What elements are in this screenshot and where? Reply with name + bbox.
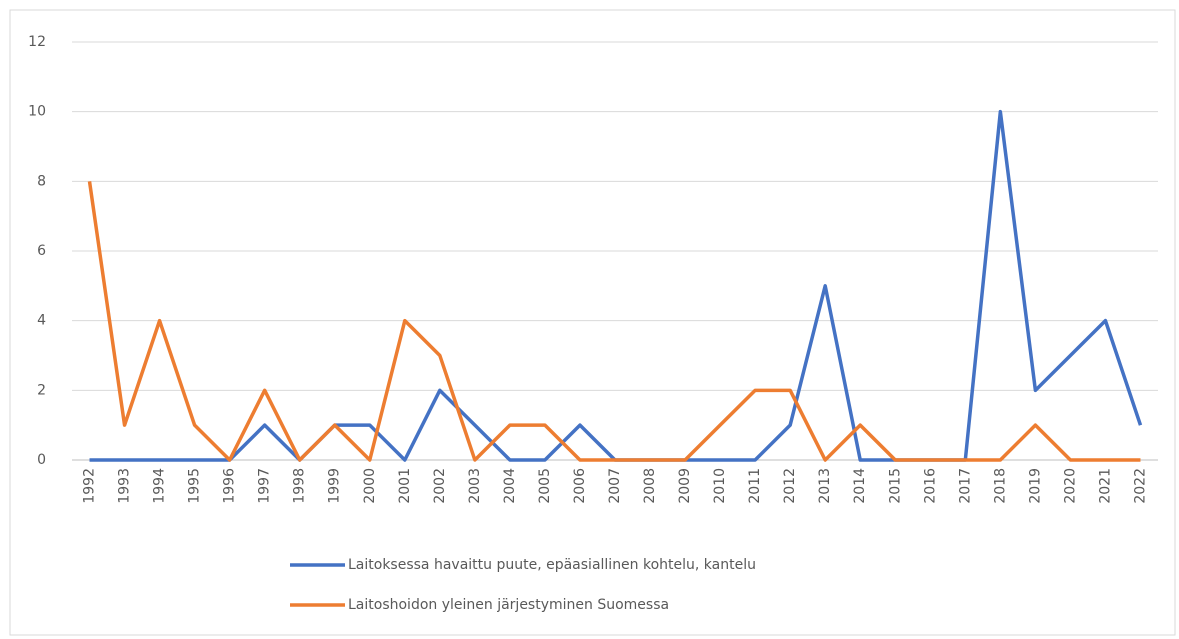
y-tick-label: 10 — [28, 104, 46, 120]
x-tick-label: 2015 — [887, 468, 903, 504]
x-tick-label: 2007 — [607, 468, 623, 504]
legend-label: Laitoksessa havaittu puute, epäasialline… — [348, 557, 756, 573]
x-tick-label: 2011 — [747, 468, 763, 504]
y-tick-label: 0 — [37, 452, 46, 468]
y-tick-label: 2 — [37, 382, 46, 398]
x-tick-label: 2002 — [432, 468, 448, 504]
x-tick-label: 2006 — [572, 468, 588, 504]
x-tick-label: 2017 — [957, 468, 973, 504]
y-tick-label: 6 — [37, 243, 46, 259]
x-tick-label: 2008 — [642, 468, 658, 504]
x-tick-label: 1998 — [292, 468, 308, 504]
x-tick-label: 2014 — [852, 468, 868, 504]
x-tick-label: 1994 — [152, 468, 168, 504]
x-tick-label: 2009 — [677, 468, 693, 504]
x-tick-label: 2004 — [502, 468, 518, 504]
x-tick-label: 1993 — [117, 468, 133, 504]
x-tick-label: 2012 — [782, 468, 798, 504]
x-tick-label: 2022 — [1132, 468, 1148, 504]
chart-border — [9, 9, 1176, 636]
x-tick-label: 1996 — [222, 468, 238, 504]
x-tick-label: 2013 — [817, 468, 833, 504]
x-tick-label: 1995 — [187, 468, 203, 504]
x-tick-label: 2016 — [922, 468, 938, 504]
x-tick-label: 2021 — [1097, 468, 1113, 504]
data-line — [87, 181, 1141, 462]
y-tick-label: 4 — [37, 313, 46, 329]
x-tick-label: 2003 — [467, 468, 483, 504]
x-tick-label: 2005 — [537, 468, 553, 504]
y-tick-label: 8 — [37, 173, 46, 189]
x-tick-label: 2010 — [712, 468, 728, 504]
x-tick-label: 2019 — [1027, 468, 1043, 504]
x-tick-label: 1992 — [82, 468, 98, 504]
x-tick-label: 1999 — [327, 468, 343, 504]
x-tick-label: 2020 — [1062, 468, 1078, 504]
x-tick-label: 2001 — [397, 468, 413, 504]
x-tick-label: 1997 — [257, 468, 273, 504]
x-tick-label: 2000 — [362, 468, 378, 504]
y-tick-label: 12 — [28, 34, 46, 50]
legend-label: Laitoshoidon yleinen järjestyminen Suome… — [348, 597, 669, 613]
x-tick-label: 2018 — [992, 468, 1008, 504]
